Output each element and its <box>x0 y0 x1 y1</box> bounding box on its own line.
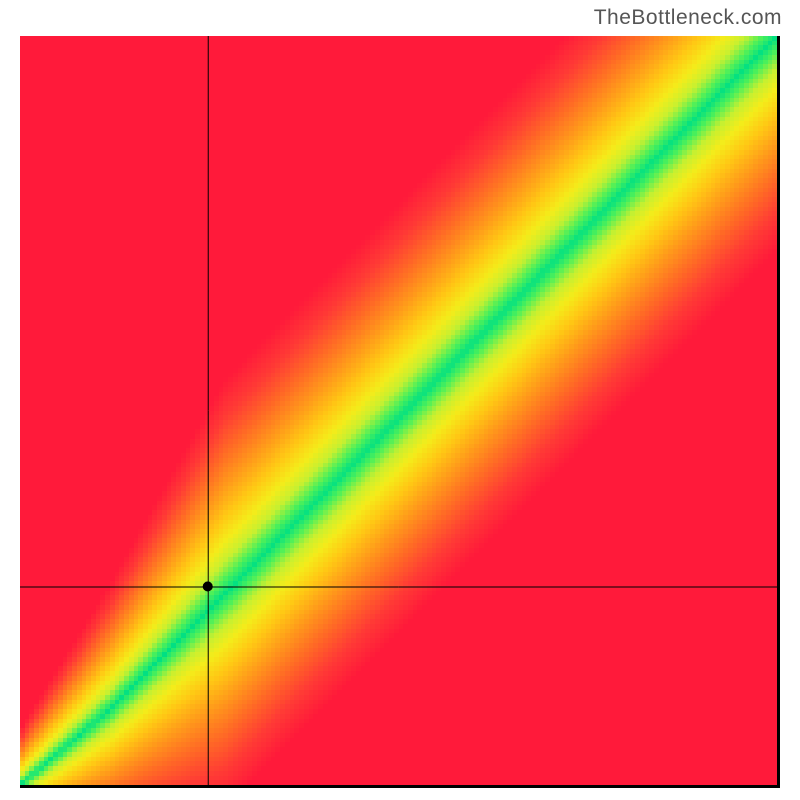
watermark-text: TheBottleneck.com <box>594 6 782 30</box>
heatmap-canvas <box>20 36 780 788</box>
heatmap-plot <box>20 36 780 788</box>
